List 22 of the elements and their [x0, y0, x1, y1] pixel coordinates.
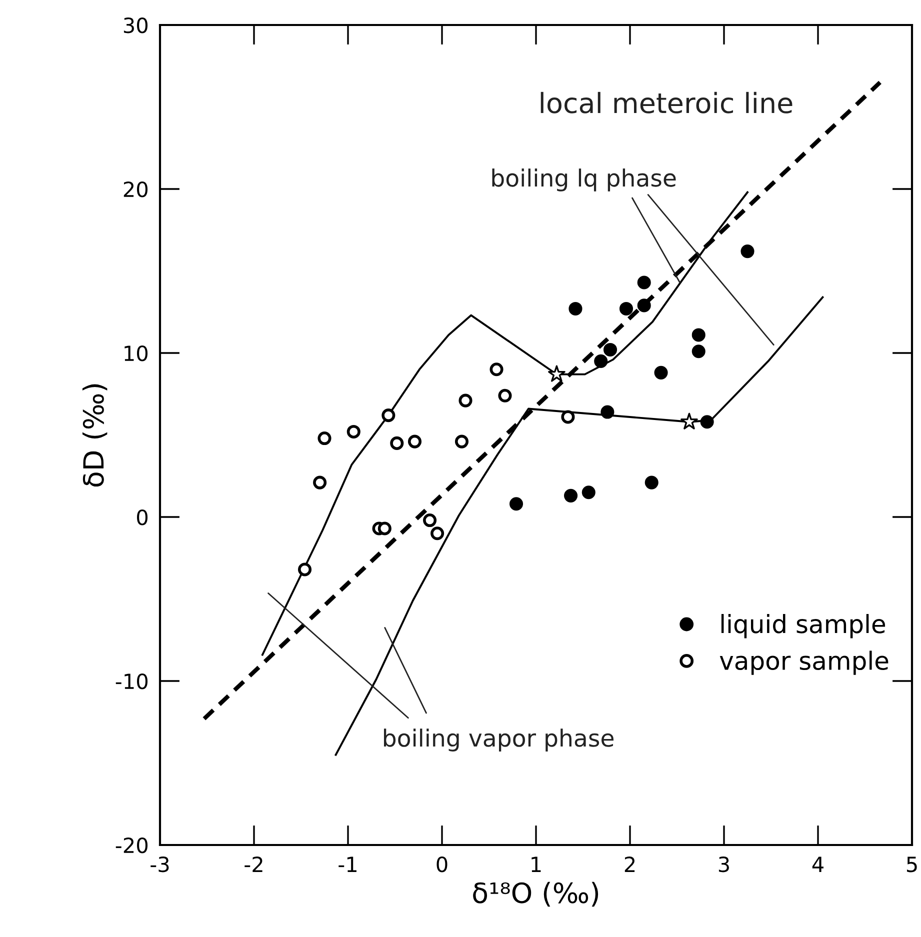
y-tick-label: -10 — [116, 673, 148, 690]
x-tick-label: 5 — [906, 856, 917, 872]
y-tick-label: 30 — [124, 17, 148, 34]
x-tick-label: -1 — [338, 856, 356, 872]
annotation: boiling lq phase — [492, 168, 676, 192]
x-tick-label: 2 — [624, 856, 635, 872]
y-tick-label: 0 — [137, 509, 148, 526]
x-tick-label: -3 — [150, 856, 169, 872]
annotation: local meteroic line — [540, 92, 792, 114]
y-tick-label: 20 — [124, 181, 148, 198]
x-axis-title: δ¹⁸O (‰) — [473, 882, 598, 907]
x-tick-label: 0 — [436, 856, 448, 872]
x-tick-label: -2 — [244, 856, 262, 872]
annotation: boiling vapor phase — [384, 728, 614, 752]
y-tick-label: -20 — [116, 837, 148, 854]
x-tick-label: 4 — [812, 856, 824, 872]
legend-label: liquid sample — [721, 614, 886, 638]
x-tick-label: 3 — [718, 856, 729, 872]
x-tick-label: 1 — [532, 856, 541, 872]
y-tick-label: 10 — [124, 345, 148, 362]
legend-label: vapor sample — [720, 650, 888, 675]
y-axis-title: δD (‰) — [82, 384, 108, 487]
